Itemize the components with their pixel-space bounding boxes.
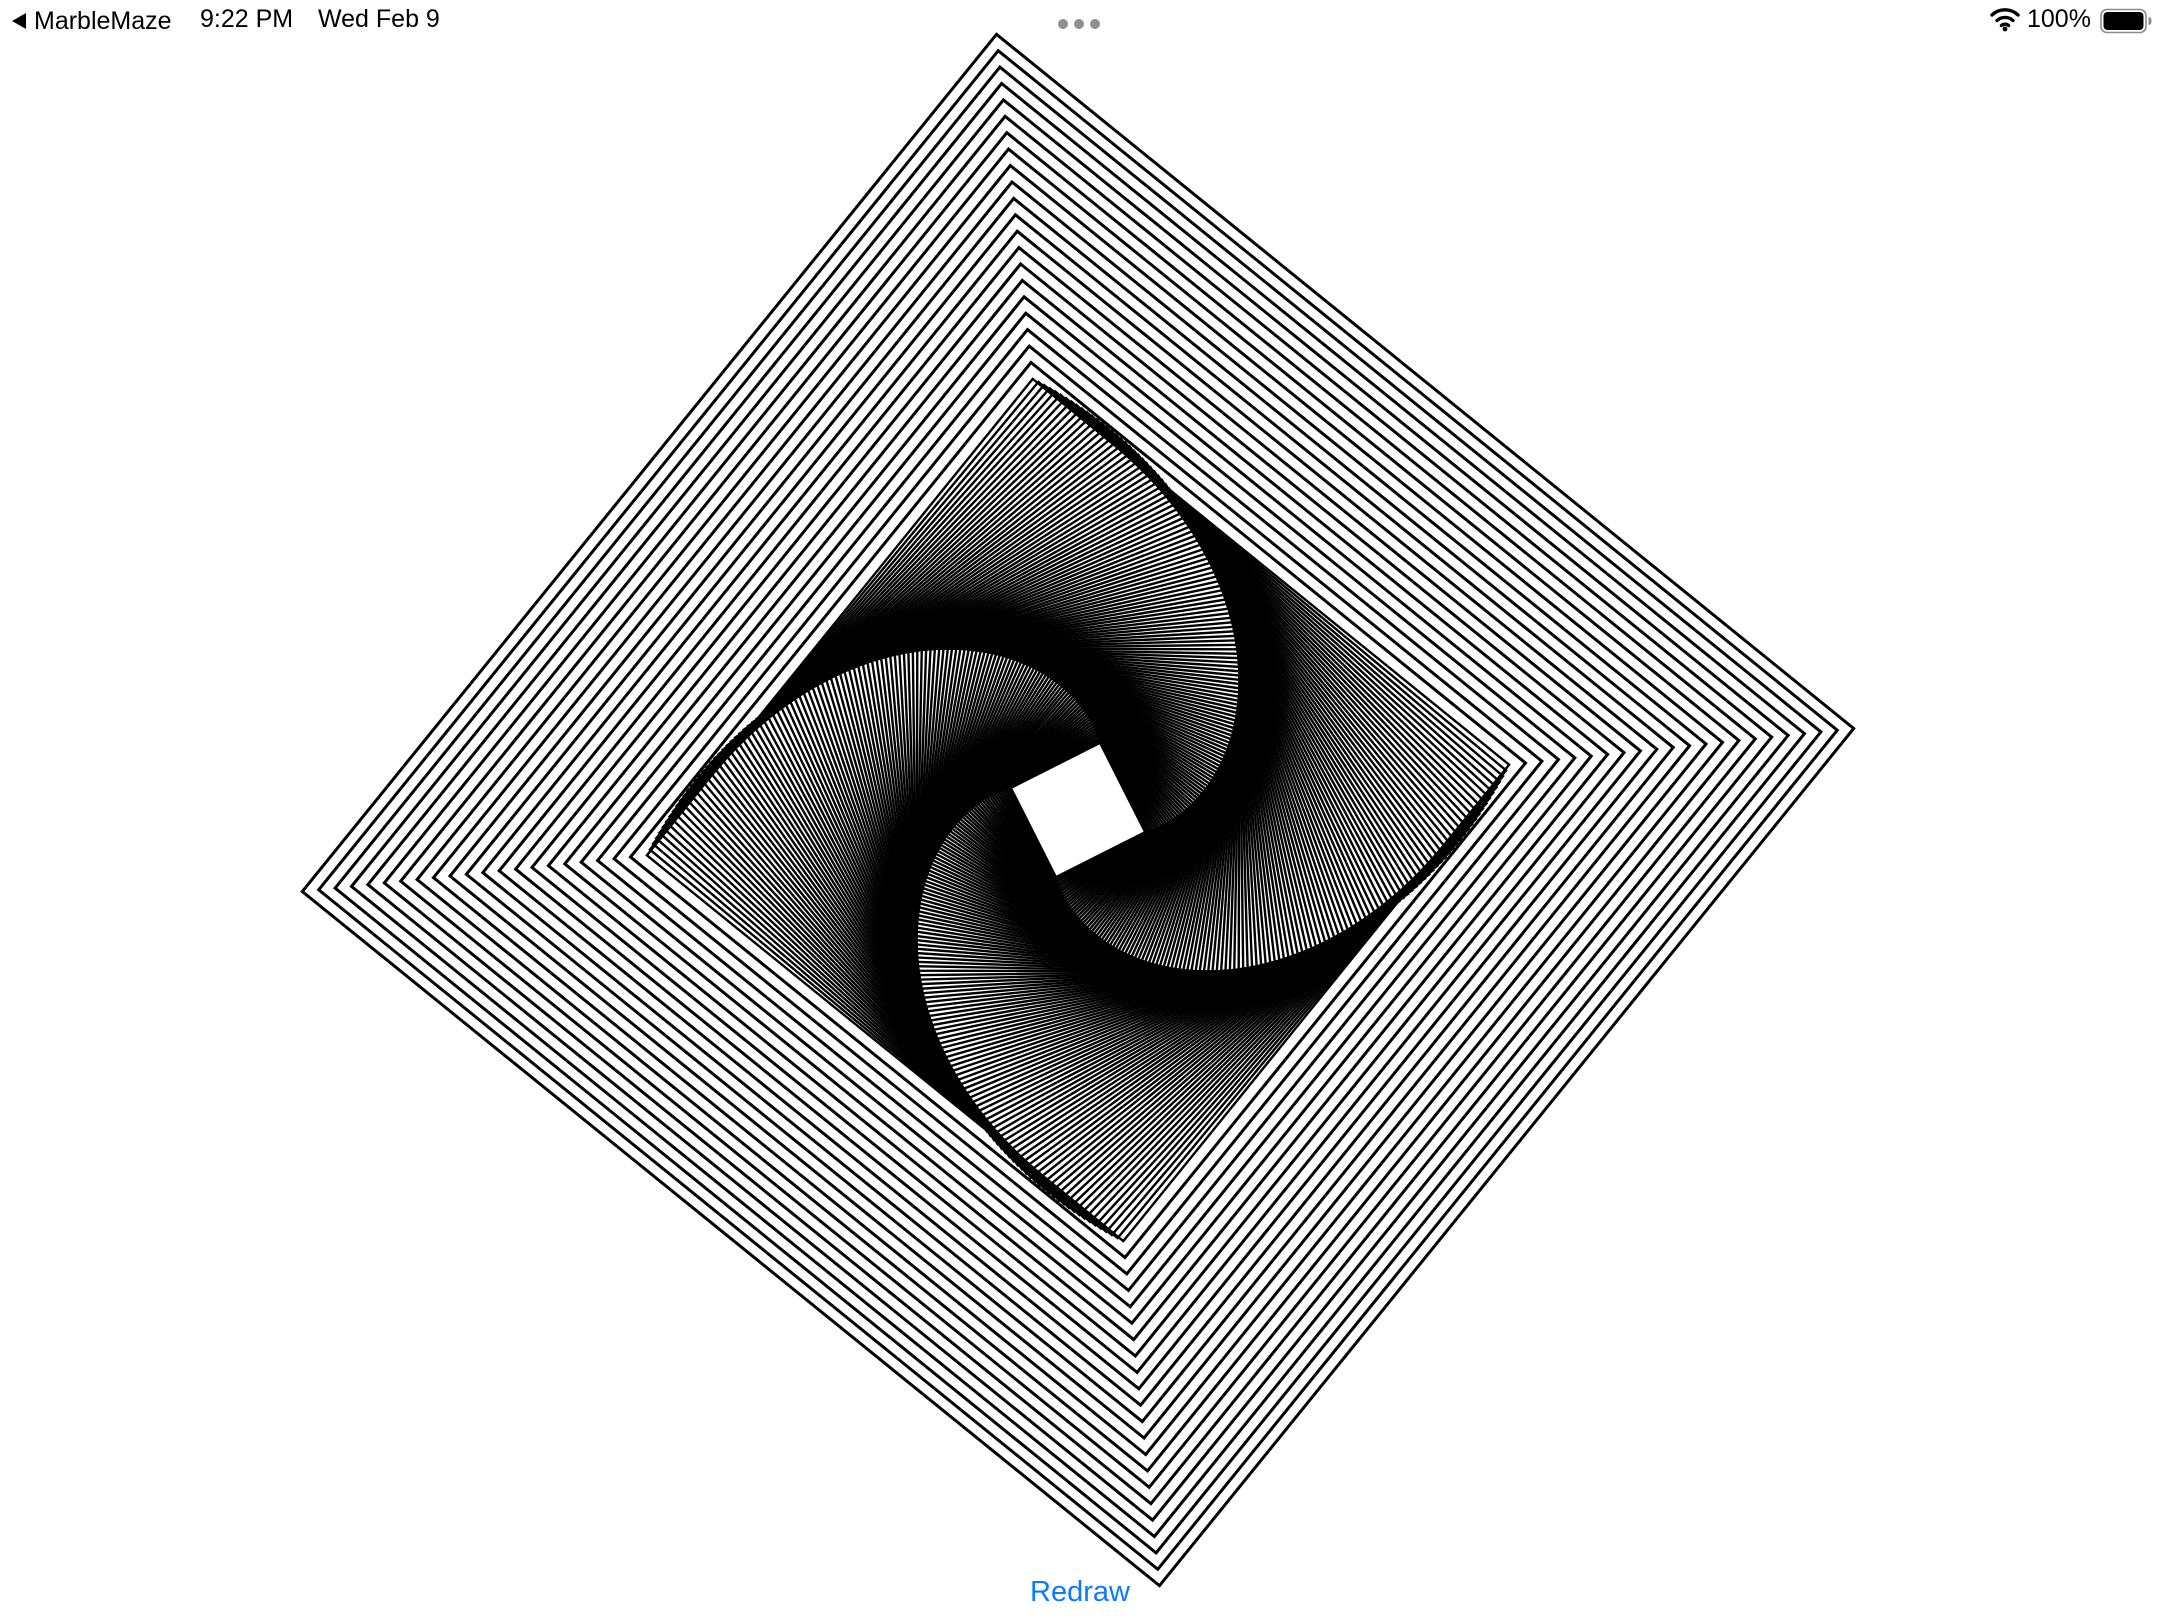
status-time: 9:22 PM bbox=[200, 5, 294, 33]
dot bbox=[1058, 19, 1068, 29]
square-outline bbox=[464, 196, 1692, 1424]
dot bbox=[1090, 19, 1100, 29]
square-outline bbox=[671, 403, 1485, 1217]
square-outline bbox=[712, 444, 1444, 1176]
battery-icon bbox=[2100, 8, 2152, 34]
square-outline bbox=[513, 245, 1643, 1375]
back-to-app-link[interactable]: MarbleMaze bbox=[12, 4, 172, 38]
square-outline bbox=[678, 410, 1478, 1210]
square-outline bbox=[579, 311, 1577, 1309]
status-bar: MarbleMaze 9:22 PM Wed Feb 9 100% bbox=[0, 0, 2160, 44]
dot bbox=[1074, 19, 1084, 29]
square-outline bbox=[365, 97, 1791, 1523]
square-outline bbox=[332, 64, 1824, 1556]
square-outline bbox=[529, 261, 1627, 1359]
battery-percent: 100% bbox=[2027, 5, 2091, 33]
square-outline bbox=[497, 229, 1659, 1391]
square-outline bbox=[562, 294, 1594, 1326]
wifi-icon bbox=[1990, 8, 2020, 32]
square-outline bbox=[382, 114, 1774, 1506]
square-outline bbox=[300, 32, 1856, 1588]
square-outline bbox=[746, 478, 1410, 1142]
square-outline bbox=[414, 146, 1742, 1474]
square-outline bbox=[645, 377, 1511, 1243]
square-outline bbox=[546, 278, 1610, 1342]
redraw-button[interactable]: Redraw bbox=[980, 1572, 1180, 1612]
square-outline bbox=[939, 671, 1217, 949]
square-outline bbox=[741, 473, 1415, 1147]
square-outline bbox=[708, 440, 1448, 1180]
square-outline bbox=[316, 48, 1840, 1572]
square-outline bbox=[661, 393, 1495, 1227]
square-outline bbox=[651, 383, 1505, 1237]
square-outline bbox=[664, 396, 1492, 1224]
square-outline bbox=[768, 500, 1388, 1120]
square-outline bbox=[693, 425, 1463, 1195]
square-outline bbox=[611, 343, 1545, 1277]
square-outline bbox=[725, 457, 1431, 1163]
square-outline bbox=[595, 327, 1561, 1293]
square-outline bbox=[349, 81, 1807, 1539]
square-outline bbox=[685, 417, 1471, 1203]
back-app-label: MarbleMaze bbox=[34, 6, 172, 35]
square-outline bbox=[398, 130, 1758, 1490]
square-outline bbox=[1009, 741, 1147, 879]
status-date: Wed Feb 9 bbox=[318, 5, 440, 33]
ellipsis-dots-icon[interactable] bbox=[1058, 19, 1100, 29]
square-outline bbox=[447, 179, 1709, 1441]
square-outline bbox=[809, 541, 1347, 1079]
square-outline bbox=[654, 386, 1502, 1234]
square-outline bbox=[628, 360, 1528, 1260]
square-outline bbox=[667, 399, 1489, 1221]
square-outline bbox=[648, 380, 1508, 1240]
back-arrow-icon bbox=[12, 13, 26, 29]
square-outline bbox=[657, 389, 1499, 1231]
square-outline bbox=[700, 432, 1456, 1188]
square-outline bbox=[431, 163, 1725, 1457]
square-outline bbox=[480, 212, 1676, 1408]
